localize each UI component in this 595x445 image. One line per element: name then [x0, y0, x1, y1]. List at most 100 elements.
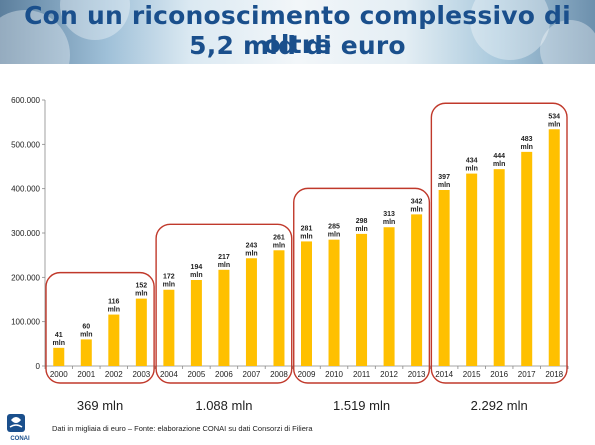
data-label-2007: 243 [246, 242, 258, 249]
data-label-unit-2016: mln [493, 161, 505, 168]
bar-2013 [411, 214, 423, 366]
bar-2001 [80, 339, 92, 366]
data-label-2015: 434 [466, 158, 478, 165]
chart-axes: 0 100.000 200.000 300.000 400.000 500.000 600.… [11, 96, 569, 371]
group-total-2014-2018: 2.292 mln [470, 398, 528, 413]
data-label-2006: 217 [218, 254, 230, 261]
x-tick-label-2009: 2009 [298, 370, 316, 379]
bar-2011 [356, 233, 368, 366]
group-total-2004-2008: 1.088 mln [195, 398, 253, 413]
data-label-unit-2014: mln [438, 182, 450, 189]
x-tick-label-2017: 2017 [518, 370, 536, 379]
group-outline-2004-2008 [155, 223, 293, 384]
x-tick-label-2014: 2014 [435, 370, 453, 379]
bar-2006 [218, 269, 230, 366]
x-tick-label-2018: 2018 [545, 370, 563, 379]
data-label-2003: 152 [135, 283, 147, 290]
bar-2004 [163, 289, 175, 366]
x-tick-label-2015: 2015 [463, 370, 481, 379]
y-tick-label: 400.000 [11, 185, 40, 194]
bar-2010 [328, 239, 340, 366]
x-tick-label-2005: 2005 [187, 370, 205, 379]
x-tick-label-2007: 2007 [243, 370, 261, 379]
page-subtitle: 5,2 mld di euro [189, 31, 406, 60]
data-label-2009: 281 [301, 225, 313, 232]
x-tick-label-2006: 2006 [215, 370, 233, 379]
bar-2015 [466, 173, 478, 366]
data-label-2018: 534 [548, 113, 560, 120]
data-label-unit-2001: mln [80, 331, 92, 338]
y-tick-label: 200.000 [11, 273, 40, 282]
header-banner: Con un riconoscimento complessivo di olt… [0, 0, 595, 64]
conai-logo: CONAI [4, 412, 30, 442]
y-tick-label: 100.000 [11, 318, 40, 327]
y-tick-label: 500.000 [11, 140, 40, 149]
data-label-2013: 342 [411, 198, 423, 205]
data-label-2005: 194 [191, 264, 203, 271]
group-outline-2009-2013 [293, 187, 431, 384]
group-total-2000-2003: 369 mln [76, 398, 124, 413]
y-tick-label: 300.000 [11, 229, 40, 238]
logo-text: CONAI [10, 436, 30, 442]
data-label-2016: 444 [493, 153, 505, 160]
x-tick-label-2008: 2008 [270, 370, 288, 379]
data-label-unit-2012: mln [383, 219, 395, 226]
bar-2002 [108, 314, 120, 366]
bar-2017 [521, 151, 533, 366]
x-tick-label-2003: 2003 [132, 370, 150, 379]
data-label-unit-2017: mln [520, 144, 532, 151]
chart-bars [53, 129, 560, 366]
data-label-unit-2011: mln [355, 226, 367, 233]
data-label-unit-2009: mln [300, 233, 312, 240]
x-tick-label-2000: 2000 [50, 370, 68, 379]
y-tick-label: 0 [36, 362, 41, 371]
data-label-unit-2000: mln [53, 340, 65, 347]
bar-2000 [53, 347, 65, 366]
data-label-2012: 313 [383, 211, 395, 218]
data-label-unit-2006: mln [218, 262, 230, 269]
data-label-2002: 116 [108, 299, 119, 306]
source-note: Dati in migliaia di euro – Fonte: elabor… [52, 424, 313, 433]
bar-2014 [438, 189, 450, 366]
bar-2016 [493, 169, 505, 366]
data-label-2017: 483 [521, 136, 533, 143]
bar-2008 [273, 250, 285, 366]
x-tick-label-2002: 2002 [105, 370, 123, 379]
x-tick-label-2012: 2012 [380, 370, 398, 379]
group-outline-2014-2018 [430, 102, 568, 384]
group-total-2009-2013: 1.519 mln [333, 398, 391, 413]
data-label-unit-2002: mln [108, 307, 120, 314]
x-tick-label-2011: 2011 [353, 370, 371, 379]
x-tick-label-2013: 2013 [408, 370, 426, 379]
chart-group-outlines [45, 102, 568, 384]
data-label-unit-2004: mln [163, 282, 175, 289]
data-label-2010: 285 [328, 224, 340, 231]
data-label-2000: 41 [55, 332, 63, 339]
bar-2012 [383, 227, 395, 366]
data-label-unit-2015: mln [465, 166, 477, 173]
data-label-unit-2003: mln [135, 291, 147, 298]
group-outline-2000-2003 [45, 271, 155, 384]
bar-2003 [135, 298, 147, 366]
data-label-2004: 172 [163, 274, 175, 281]
bar-2005 [190, 279, 202, 366]
bar-2018 [548, 129, 560, 366]
y-tick-label: 600.000 [11, 96, 40, 105]
bar-chart: 0 100.000 200.000 300.000 400.000 500.000 600.… [11, 96, 569, 384]
data-label-unit-2005: mln [190, 272, 202, 279]
x-tick-label-2001: 2001 [77, 370, 95, 379]
page-title: Con un riconoscimento complessivo di olt… [24, 1, 571, 59]
data-label-2001: 60 [82, 323, 90, 330]
conai-logo-icon [7, 414, 25, 432]
chart-labels: 41mln200060mln2001116mln2002152mln200317… [50, 113, 564, 379]
x-tick-label-2016: 2016 [490, 370, 508, 379]
x-tick-label-2004: 2004 [160, 370, 178, 379]
data-label-unit-2007: mln [245, 250, 257, 257]
data-label-2011: 298 [356, 218, 368, 225]
bar-2009 [301, 241, 312, 366]
data-label-2014: 397 [438, 174, 450, 181]
x-tick-label-2010: 2010 [325, 370, 343, 379]
data-label-2008: 261 [273, 234, 285, 241]
bar-2007 [245, 258, 257, 366]
header-decoration [540, 20, 595, 64]
